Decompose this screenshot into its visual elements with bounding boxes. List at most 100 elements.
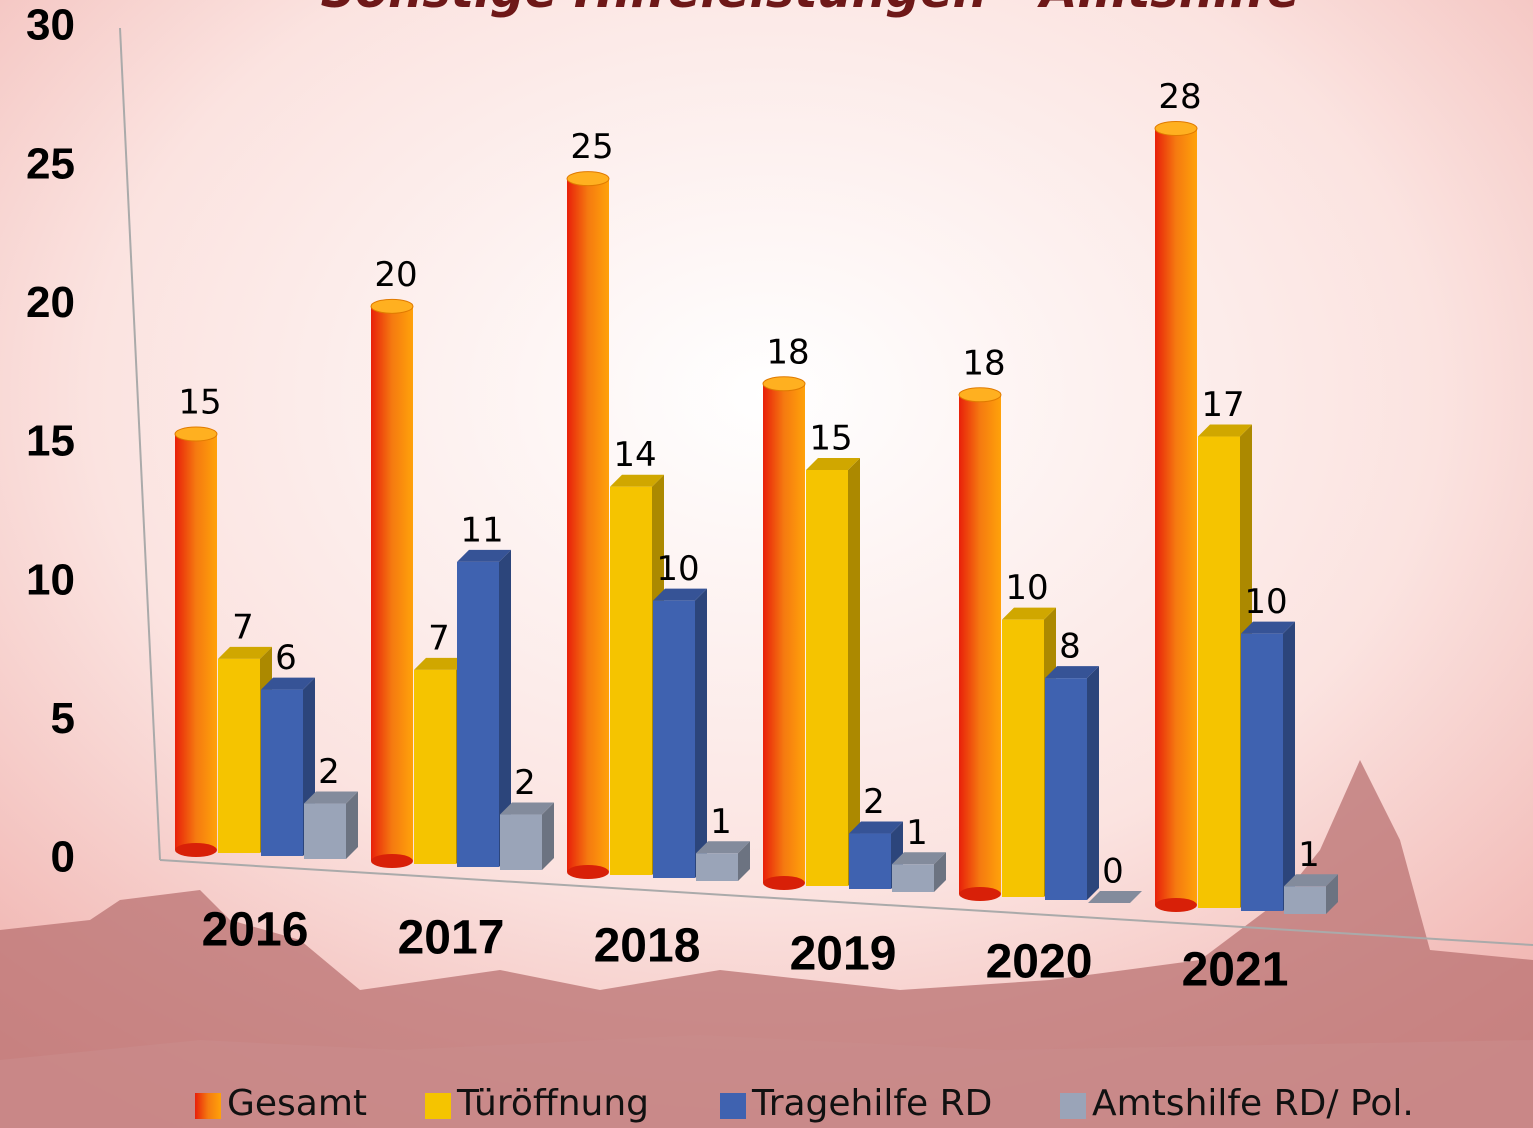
bar-side bbox=[934, 852, 946, 892]
value-label: 25 bbox=[570, 127, 613, 167]
x-tick-label: 2018 bbox=[594, 920, 701, 973]
value-label: 0 bbox=[1102, 852, 1124, 892]
value-label: 14 bbox=[613, 435, 656, 475]
value-label: 15 bbox=[809, 419, 852, 459]
bar-top bbox=[1284, 874, 1338, 887]
bar-side bbox=[346, 791, 358, 859]
legend-swatch bbox=[720, 1093, 746, 1119]
legend-label: Türöffnung bbox=[456, 1083, 649, 1124]
bar-side bbox=[1087, 666, 1099, 900]
bar-top bbox=[1088, 891, 1142, 903]
y-tick-label: 5 bbox=[51, 694, 75, 743]
bar-side bbox=[1326, 874, 1338, 914]
bar bbox=[500, 814, 542, 870]
x-tick-label: 2016 bbox=[202, 904, 309, 957]
bar bbox=[457, 561, 499, 867]
bar-cap bbox=[174, 426, 218, 442]
bar-top bbox=[414, 657, 468, 670]
bar-top bbox=[610, 474, 664, 487]
bar-top bbox=[304, 791, 358, 804]
chart-title: Sonstige Hilfeleistungen - Amtshilfe bbox=[321, 0, 1300, 19]
x-tick-label: 2017 bbox=[398, 912, 505, 965]
bar-cap bbox=[762, 376, 806, 392]
y-tick-label: 0 bbox=[51, 833, 75, 882]
bar bbox=[1002, 619, 1044, 897]
bar-top bbox=[457, 549, 511, 562]
value-label: 18 bbox=[766, 332, 809, 372]
bar bbox=[567, 178, 609, 872]
bar-top bbox=[1198, 424, 1252, 437]
bar-side bbox=[499, 549, 511, 867]
bar-side bbox=[695, 588, 707, 878]
bar bbox=[261, 689, 303, 856]
value-label: 2 bbox=[863, 782, 885, 822]
bar bbox=[806, 470, 848, 886]
bar-cap bbox=[1154, 120, 1198, 136]
bar bbox=[175, 434, 217, 850]
y-axis-line bbox=[119, 27, 161, 861]
value-label: 18 bbox=[962, 343, 1005, 383]
value-label: 7 bbox=[232, 607, 254, 647]
bar bbox=[849, 833, 891, 889]
y-tick-label: 25 bbox=[26, 139, 75, 188]
bar-cap bbox=[958, 387, 1002, 403]
value-label: 28 bbox=[1158, 77, 1201, 117]
bar bbox=[1198, 436, 1240, 908]
bar-side bbox=[542, 802, 554, 870]
legend-label: Gesamt bbox=[227, 1083, 367, 1124]
bar bbox=[892, 864, 934, 892]
x-tick-label: 2021 bbox=[1182, 944, 1289, 997]
bar bbox=[763, 383, 805, 883]
bar-top bbox=[806, 458, 860, 470]
value-label: 17 bbox=[1201, 385, 1244, 425]
bar-base bbox=[371, 854, 413, 868]
value-label: 11 bbox=[460, 510, 503, 550]
bar bbox=[218, 658, 260, 853]
legend-swatch bbox=[195, 1093, 221, 1119]
y-tick-label: 30 bbox=[26, 1, 75, 50]
bar-base bbox=[1155, 898, 1197, 912]
floor-line bbox=[159, 859, 1533, 946]
legend-label: Tragehilfe RD bbox=[751, 1083, 992, 1124]
town-silhouette-front bbox=[0, 1035, 1533, 1128]
bar-top bbox=[1002, 607, 1056, 620]
value-label: 10 bbox=[1244, 582, 1287, 622]
bar bbox=[1045, 678, 1087, 900]
bar bbox=[959, 394, 1001, 894]
bar-cap bbox=[370, 298, 414, 314]
bar bbox=[304, 803, 346, 859]
value-label: 7 bbox=[428, 618, 450, 658]
bar-top bbox=[849, 821, 903, 834]
bar-base bbox=[567, 865, 609, 879]
value-label: 20 bbox=[374, 255, 417, 295]
bar-side bbox=[738, 841, 750, 881]
bar bbox=[653, 600, 695, 878]
legend-swatch bbox=[1060, 1093, 1086, 1119]
bar bbox=[1155, 128, 1197, 905]
value-label: 10 bbox=[656, 549, 699, 589]
bar-top bbox=[696, 841, 750, 854]
bar bbox=[610, 486, 652, 875]
legend-swatch bbox=[425, 1093, 451, 1119]
bar-top bbox=[500, 802, 554, 815]
bar-base bbox=[959, 887, 1001, 901]
bar bbox=[1241, 633, 1283, 911]
value-label: 8 bbox=[1059, 627, 1081, 667]
legend-label: Amtshilfe RD/ Pol. bbox=[1092, 1083, 1414, 1124]
x-tick-label: 2020 bbox=[986, 936, 1093, 989]
bar bbox=[696, 853, 738, 881]
bar-side bbox=[848, 458, 860, 886]
bar bbox=[414, 669, 456, 864]
town-silhouette bbox=[0, 760, 1533, 1128]
value-label: 1 bbox=[710, 802, 732, 842]
bar bbox=[1284, 886, 1326, 914]
value-label: 1 bbox=[1298, 835, 1320, 875]
value-label: 15 bbox=[178, 383, 221, 423]
bar-top bbox=[261, 677, 315, 690]
bar-top bbox=[892, 852, 946, 865]
value-label: 10 bbox=[1005, 568, 1048, 608]
value-label: 2 bbox=[318, 752, 340, 792]
y-tick-label: 20 bbox=[26, 278, 75, 327]
bar-side bbox=[1283, 621, 1295, 911]
